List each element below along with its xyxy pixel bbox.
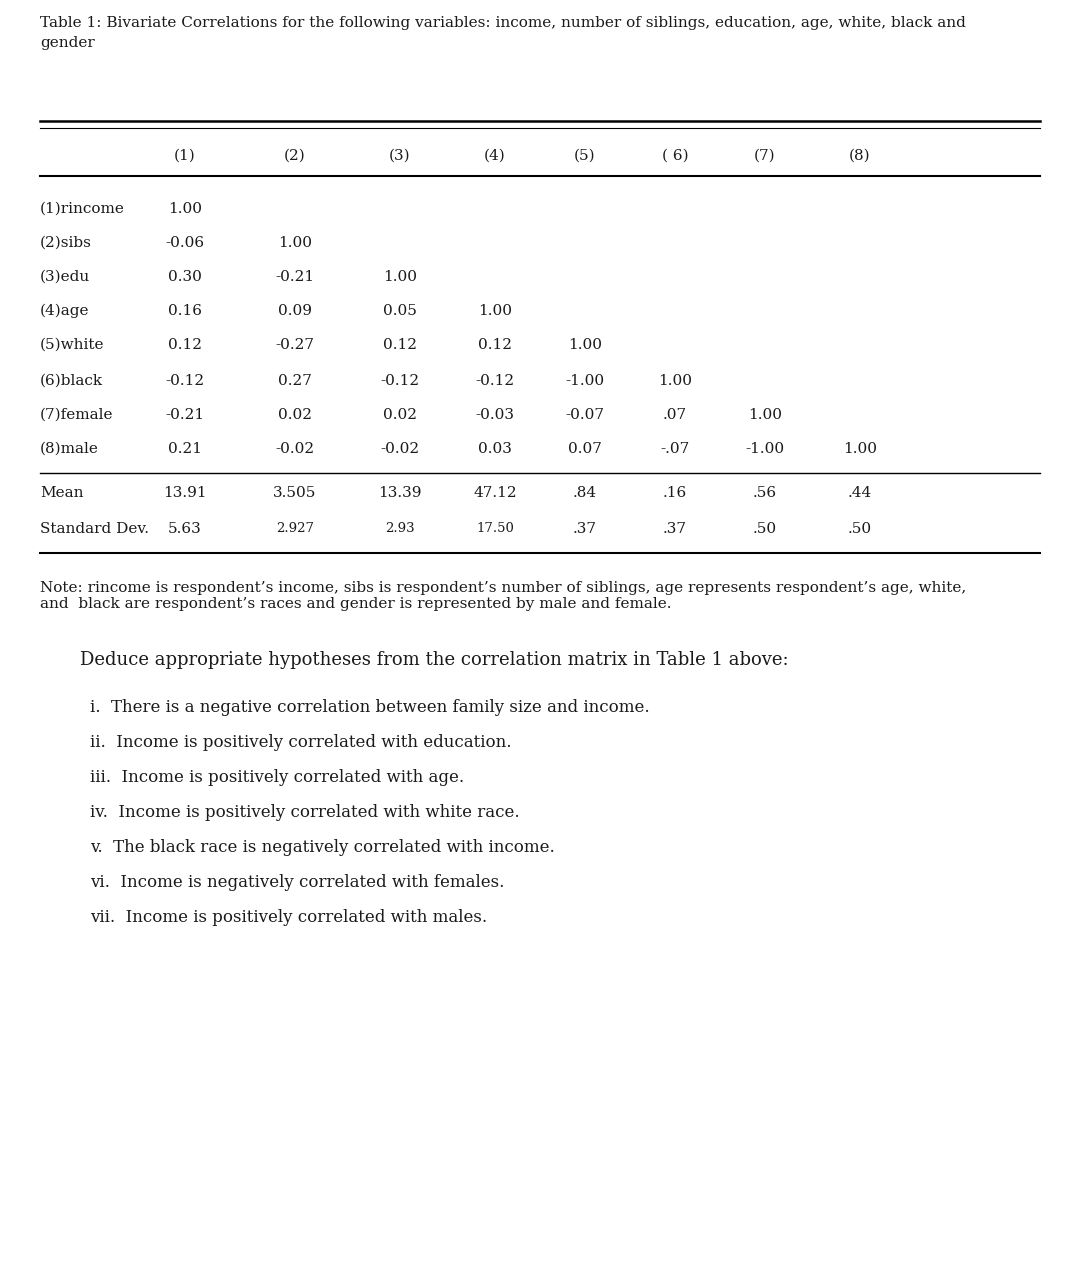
Text: Standard Dev.: Standard Dev. — [40, 522, 149, 536]
Text: vii.  Income is positively correlated with males.: vii. Income is positively correlated wit… — [90, 909, 487, 927]
Text: ( 6): ( 6) — [662, 149, 688, 163]
Text: (7)female: (7)female — [40, 408, 113, 422]
Text: -0.12: -0.12 — [475, 374, 514, 388]
Text: 0.05: 0.05 — [383, 304, 417, 318]
Text: 0.02: 0.02 — [383, 408, 417, 422]
Text: .50: .50 — [753, 522, 778, 536]
Text: .37: .37 — [663, 522, 687, 536]
Text: (8): (8) — [849, 149, 870, 163]
Text: -1.00: -1.00 — [745, 442, 784, 456]
Text: 0.16: 0.16 — [168, 304, 202, 318]
Text: .44: .44 — [848, 486, 873, 500]
Text: -.07: -.07 — [660, 442, 690, 456]
Text: iii.  Income is positively correlated with age.: iii. Income is positively correlated wit… — [90, 769, 464, 785]
Text: 0.30: 0.30 — [168, 269, 202, 283]
Text: -1.00: -1.00 — [566, 374, 605, 388]
Text: -0.06: -0.06 — [165, 236, 204, 250]
Text: (5)white: (5)white — [40, 338, 105, 352]
Text: .07: .07 — [663, 408, 687, 422]
Text: .84: .84 — [572, 486, 597, 500]
Text: (2): (2) — [284, 149, 306, 163]
Text: Deduce appropriate hypotheses from the correlation matrix in Table 1 above:: Deduce appropriate hypotheses from the c… — [80, 651, 788, 669]
Text: -0.02: -0.02 — [275, 442, 314, 456]
Text: -0.21: -0.21 — [165, 408, 204, 422]
Text: (4): (4) — [484, 149, 505, 163]
Text: 3.505: 3.505 — [273, 486, 316, 500]
Text: 1.00: 1.00 — [278, 236, 312, 250]
Text: (4)age: (4)age — [40, 304, 90, 318]
Text: 1.00: 1.00 — [478, 304, 512, 318]
Text: -0.12: -0.12 — [380, 374, 419, 388]
Text: -0.21: -0.21 — [275, 269, 314, 283]
Text: 0.12: 0.12 — [478, 338, 512, 352]
Text: .37: .37 — [573, 522, 597, 536]
Text: 0.27: 0.27 — [278, 374, 312, 388]
Text: (1): (1) — [174, 149, 195, 163]
Text: Table 1: Bivariate Correlations for the following variables: income, number of s: Table 1: Bivariate Correlations for the … — [40, 17, 966, 31]
Text: 0.02: 0.02 — [278, 408, 312, 422]
Text: vi.  Income is negatively correlated with females.: vi. Income is negatively correlated with… — [90, 874, 504, 891]
Text: 2.93: 2.93 — [386, 522, 415, 535]
Text: -0.27: -0.27 — [275, 338, 314, 352]
Text: 13.39: 13.39 — [378, 486, 422, 500]
Text: 47.12: 47.12 — [473, 486, 517, 500]
Text: 5.63: 5.63 — [168, 522, 202, 536]
Text: (5): (5) — [575, 149, 596, 163]
Text: .16: .16 — [663, 486, 687, 500]
Text: iv.  Income is positively correlated with white race.: iv. Income is positively correlated with… — [90, 805, 519, 821]
Text: 0.12: 0.12 — [383, 338, 417, 352]
Text: -0.07: -0.07 — [566, 408, 605, 422]
Text: 13.91: 13.91 — [163, 486, 206, 500]
Text: (3): (3) — [389, 149, 410, 163]
Text: .50: .50 — [848, 522, 872, 536]
Text: Mean: Mean — [40, 486, 83, 500]
Text: 1.00: 1.00 — [168, 202, 202, 216]
Text: 0.21: 0.21 — [168, 442, 202, 456]
Text: .56: .56 — [753, 486, 778, 500]
Text: i.  There is a negative correlation between family size and income.: i. There is a negative correlation betwe… — [90, 699, 650, 716]
Text: 1.00: 1.00 — [383, 269, 417, 283]
Text: Note: rincome is respondent’s income, sibs is respondent’s number of siblings, a: Note: rincome is respondent’s income, si… — [40, 581, 967, 611]
Text: 0.12: 0.12 — [168, 338, 202, 352]
Text: 2.927: 2.927 — [276, 522, 314, 535]
Text: (2)sibs: (2)sibs — [40, 236, 92, 250]
Text: 1.00: 1.00 — [748, 408, 782, 422]
Text: gender: gender — [40, 36, 95, 50]
Text: 1.00: 1.00 — [843, 442, 877, 456]
Text: 1.00: 1.00 — [568, 338, 602, 352]
Text: 0.07: 0.07 — [568, 442, 602, 456]
Text: -0.02: -0.02 — [380, 442, 419, 456]
Text: 17.50: 17.50 — [476, 522, 514, 535]
Text: ii.  Income is positively correlated with education.: ii. Income is positively correlated with… — [90, 733, 512, 751]
Text: 0.09: 0.09 — [278, 304, 312, 318]
Text: -0.03: -0.03 — [475, 408, 514, 422]
Text: -0.12: -0.12 — [165, 374, 204, 388]
Text: (1)rincome: (1)rincome — [40, 202, 125, 216]
Text: (6)black: (6)black — [40, 374, 103, 388]
Text: v.  The black race is negatively correlated with income.: v. The black race is negatively correlat… — [90, 839, 555, 855]
Text: 0.03: 0.03 — [478, 442, 512, 456]
Text: (7): (7) — [754, 149, 775, 163]
Text: 1.00: 1.00 — [658, 374, 692, 388]
Text: (8)male: (8)male — [40, 442, 99, 456]
Text: (3)edu: (3)edu — [40, 269, 91, 283]
